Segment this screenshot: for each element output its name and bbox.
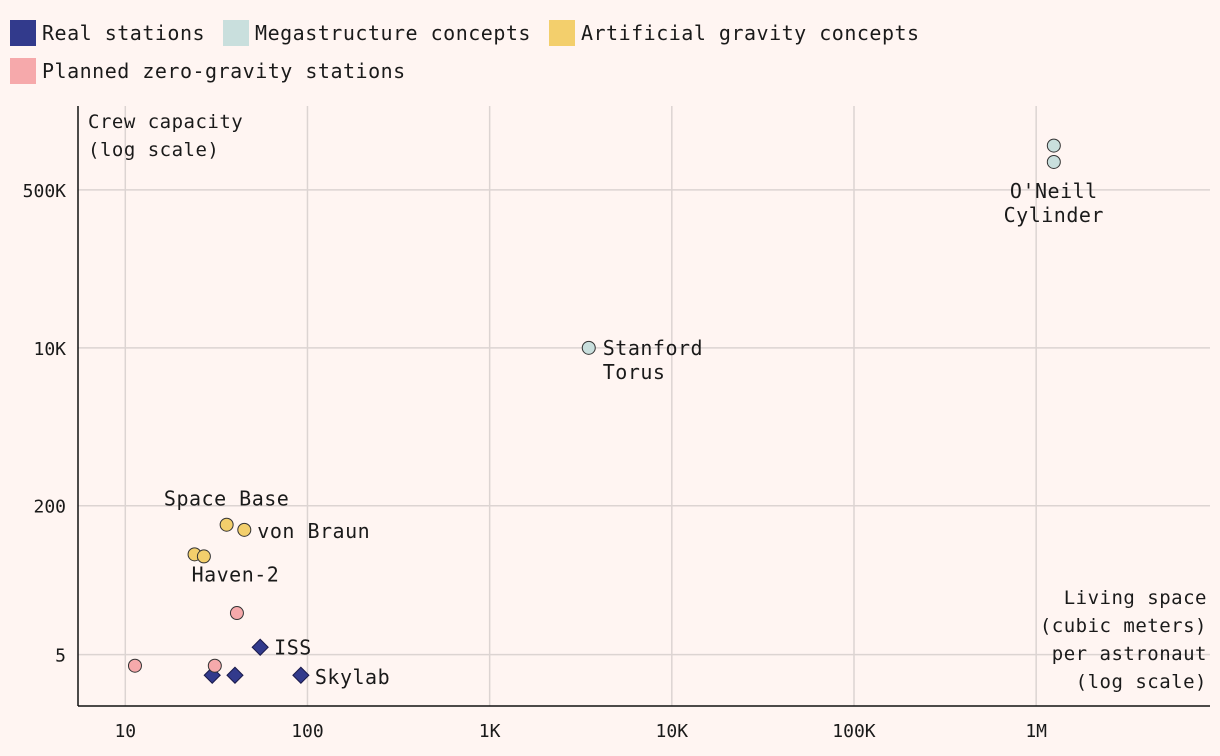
legend-item: Megastructure concepts <box>223 14 531 52</box>
point-label: von Braun <box>257 519 370 543</box>
legend-label: Planned zero-gravity stations <box>42 59 406 83</box>
x-tick-label: 10K <box>656 721 689 742</box>
legend-item: Real stations <box>10 14 205 52</box>
legend-label: Megastructure concepts <box>255 21 531 45</box>
point-label: Haven-2 <box>192 562 280 586</box>
x-tick-label: 10 <box>114 721 136 742</box>
x-axis-label: Living space <box>1064 587 1207 609</box>
y-axis-label: (log scale) <box>88 139 219 161</box>
point-label: Skylab <box>315 665 390 689</box>
data-point <box>1046 154 1061 169</box>
x-tick-label: 1K <box>479 721 501 742</box>
x-axis-label: (cubic meters) <box>1040 615 1207 637</box>
data-point <box>219 517 234 532</box>
data-point <box>207 658 222 673</box>
data-point <box>581 340 596 355</box>
legend-swatch <box>223 20 250 46</box>
x-axis-label: per astronaut <box>1052 643 1207 665</box>
point-label: Stanford <box>603 336 703 360</box>
point-label: ISS <box>274 635 312 659</box>
point-label: Torus <box>603 360 666 384</box>
x-tick-label: 100K <box>832 721 876 742</box>
legend-item: Artificial gravity concepts <box>548 14 920 52</box>
legend-swatch <box>10 58 36 84</box>
x-tick-label: 1M <box>1025 721 1047 742</box>
data-point <box>1046 138 1061 153</box>
legend-swatch <box>548 20 575 46</box>
legend-item: Planned zero-gravity stations <box>10 52 406 90</box>
point-label: O'Neill <box>1010 179 1098 203</box>
legend-label: Artificial gravity concepts <box>580 21 920 45</box>
legend-swatch <box>10 20 36 46</box>
legend-label: Real stations <box>42 21 206 45</box>
point-label: Space Base <box>164 487 289 511</box>
data-point <box>127 658 142 673</box>
data-point <box>229 606 244 621</box>
x-axis-label: (log scale) <box>1076 671 1207 693</box>
point-label: Cylinder <box>1004 203 1104 227</box>
data-point <box>226 666 244 684</box>
y-tick-label: 500K <box>23 181 67 202</box>
legend: Real stations Megastructure concepts Artif… <box>10 14 1210 90</box>
y-axis-label: Crew capacity <box>88 111 243 133</box>
x-tick-label: 100 <box>291 721 324 742</box>
data-point <box>292 666 310 684</box>
data-point <box>196 549 211 564</box>
data-point <box>237 522 252 537</box>
y-tick-label: 5 <box>55 646 66 667</box>
y-tick-label: 200 <box>33 497 66 518</box>
y-tick-label: 10K <box>33 339 66 360</box>
data-point <box>251 638 269 656</box>
